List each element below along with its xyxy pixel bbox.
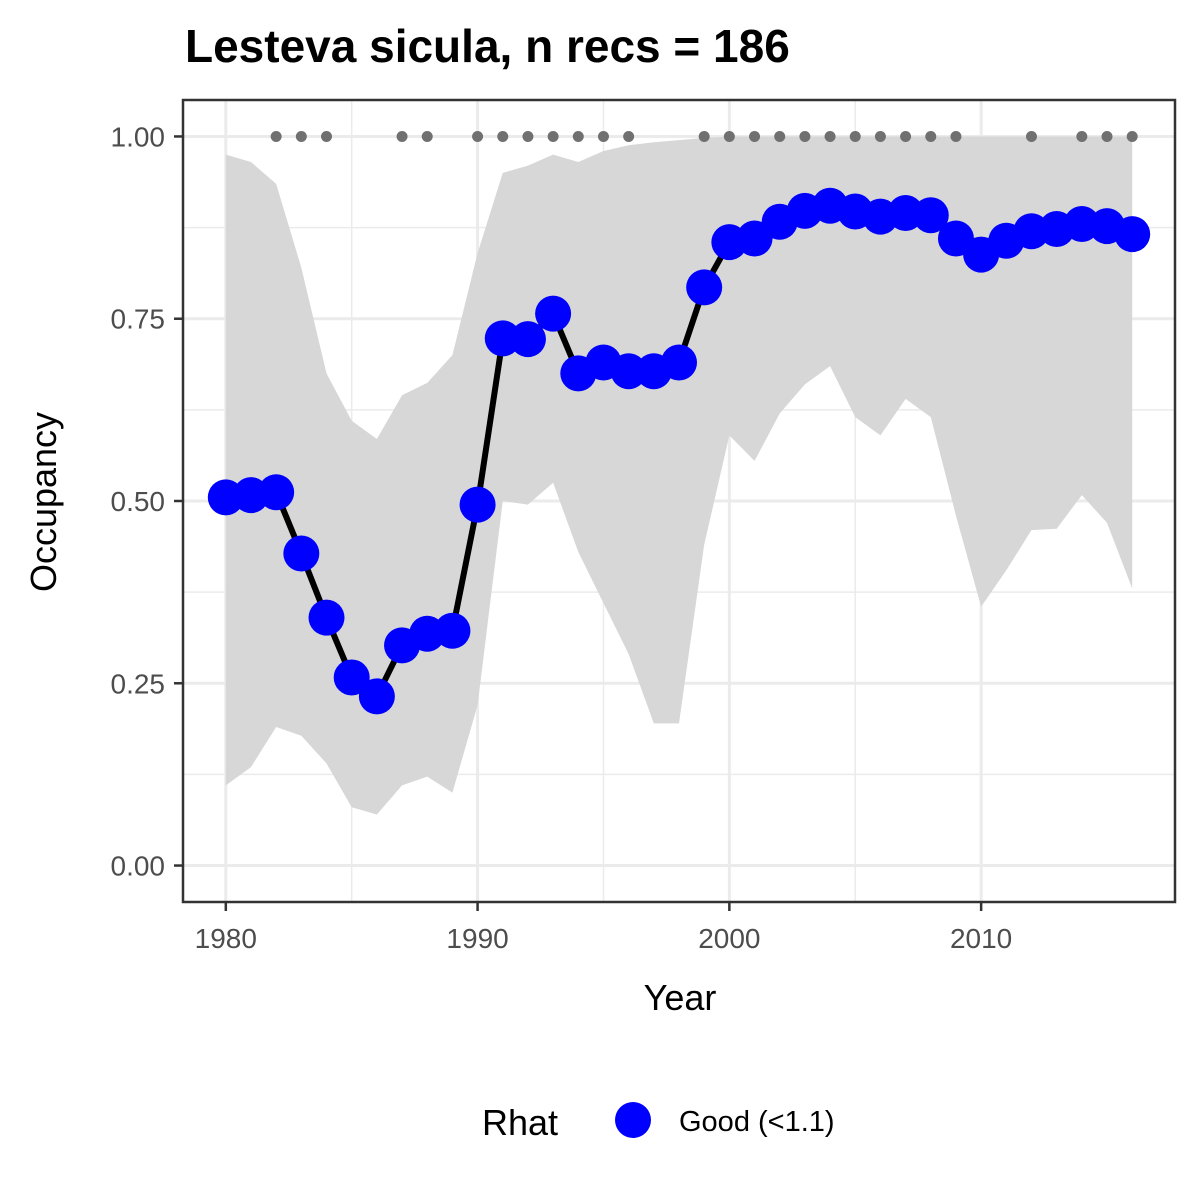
y-tick-label: 0.75 xyxy=(111,304,166,335)
record-marker xyxy=(396,130,408,142)
legend-title: Rhat xyxy=(482,1102,558,1143)
record-marker xyxy=(774,130,786,142)
record-marker xyxy=(698,130,710,142)
x-tick-label: 1990 xyxy=(446,923,508,954)
record-marker xyxy=(723,130,735,142)
data-point xyxy=(308,599,345,636)
record-marker xyxy=(874,130,886,142)
record-marker xyxy=(547,130,559,142)
data-point xyxy=(912,197,949,234)
record-marker xyxy=(824,130,836,142)
record-marker xyxy=(925,130,937,142)
data-point xyxy=(535,295,572,332)
record-marker xyxy=(950,130,962,142)
data-point xyxy=(434,612,471,649)
record-marker xyxy=(749,130,761,142)
record-marker xyxy=(522,130,534,142)
chart-title: Lesteva sicula, n recs = 186 xyxy=(185,20,790,72)
record-marker xyxy=(497,130,509,142)
data-point xyxy=(333,659,370,696)
record-marker xyxy=(900,130,912,142)
data-point xyxy=(610,353,647,390)
record-marker xyxy=(1101,130,1113,142)
record-marker xyxy=(321,130,333,142)
record-marker xyxy=(421,130,433,142)
x-axis: 1980 1990 2000 2010 xyxy=(195,902,1012,954)
y-tick-label: 0.25 xyxy=(111,668,166,699)
record-marker xyxy=(270,130,282,142)
legend-key-good xyxy=(615,1102,651,1138)
data-point xyxy=(258,474,295,511)
data-point xyxy=(459,486,496,523)
record-marker xyxy=(472,130,484,142)
x-tick-label: 1980 xyxy=(195,923,257,954)
x-tick-label: 2010 xyxy=(950,923,1012,954)
x-tick-label: 2000 xyxy=(698,923,760,954)
y-tick-label: 0.50 xyxy=(111,486,166,517)
data-point xyxy=(484,320,521,357)
record-marker xyxy=(1025,130,1037,142)
data-point xyxy=(358,678,395,715)
record-marker xyxy=(799,130,811,142)
record-marker xyxy=(623,130,635,142)
y-axis-label: Occupancy xyxy=(23,412,64,592)
plot-panel xyxy=(181,98,1177,904)
data-point xyxy=(686,269,723,306)
legend-label-good: Good (<1.1) xyxy=(679,1106,835,1138)
record-marker xyxy=(597,130,609,142)
record-markers xyxy=(270,130,1138,142)
occupancy-points xyxy=(207,187,1151,715)
record-marker xyxy=(572,130,584,142)
y-axis: 0.00 0.25 0.50 0.75 1.00 xyxy=(111,121,183,882)
legend: Rhat Good (<1.1) xyxy=(482,1102,835,1143)
record-marker xyxy=(1126,130,1138,142)
data-point xyxy=(509,321,546,358)
record-marker xyxy=(295,130,307,142)
record-marker xyxy=(849,130,861,142)
y-tick-label: 1.00 xyxy=(111,121,166,152)
data-point xyxy=(661,344,697,381)
data-point xyxy=(1114,216,1151,253)
data-point xyxy=(283,535,320,572)
y-tick-label: 0.00 xyxy=(111,851,166,882)
x-axis-label: Year xyxy=(644,977,717,1018)
record-marker xyxy=(1076,130,1088,142)
